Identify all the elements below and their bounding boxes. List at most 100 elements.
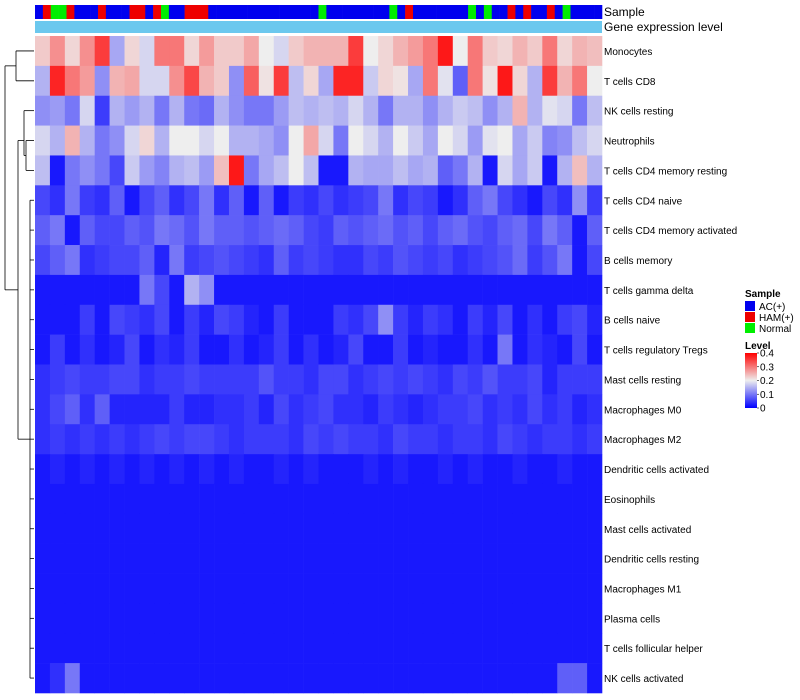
heatmap-cell: [288, 185, 304, 216]
heatmap-cell: [512, 454, 528, 485]
heatmap-cell: [214, 304, 230, 335]
heatmap-cell: [199, 573, 215, 604]
heatmap-cell: [452, 424, 469, 455]
heatmap-cell: [124, 454, 140, 485]
heatmap-cell: [557, 483, 573, 515]
heatmap-cell: [184, 364, 200, 395]
heatmap-cell: [512, 364, 528, 395]
heatmap-cell: [273, 215, 289, 246]
sample-annotation-cell: [113, 5, 122, 19]
heatmap-cell: [154, 633, 170, 664]
row-label: Macrophages M0: [604, 405, 682, 416]
sample-annotation-cell: [468, 5, 477, 19]
heatmap-cell: [228, 603, 245, 634]
heatmap-cell: [587, 633, 603, 664]
heatmap-cell: [303, 36, 319, 67]
heatmap-cell: [557, 95, 573, 126]
heatmap-cell: [422, 185, 439, 216]
heatmap-cell: [258, 36, 275, 67]
heatmap-cell: [422, 394, 439, 425]
heatmap-cell: [378, 155, 394, 186]
heatmap-cell: [303, 215, 319, 246]
heatmap-cell: [258, 573, 275, 604]
heatmap-cell: [109, 215, 125, 246]
sample-annotation-cell: [294, 5, 304, 19]
heatmap-cell: [572, 245, 588, 276]
heatmap-cell: [527, 483, 543, 515]
heatmap-cell: [333, 274, 349, 306]
heatmap-cell: [124, 215, 140, 246]
heatmap-cell: [572, 663, 588, 694]
heatmap-cell: [35, 36, 51, 67]
sample-annotation-cell: [562, 5, 571, 19]
heatmap-cell: [363, 304, 379, 335]
heatmap-cell: [79, 513, 95, 544]
heatmap-cell: [49, 245, 66, 276]
heatmap-cell: [154, 454, 170, 485]
heatmap-cell: [64, 424, 81, 455]
heatmap-cell: [557, 334, 573, 365]
heatmap-cell: [452, 215, 469, 246]
heatmap-cell: [303, 603, 319, 634]
heatmap-cell: [482, 603, 498, 634]
heatmap-cell: [303, 125, 319, 156]
heatmap-cell: [437, 513, 454, 544]
heatmap-cell: [228, 573, 245, 604]
heatmap-cell: [542, 36, 558, 67]
heatmap-cell: [527, 364, 543, 395]
heatmap-cell: [139, 155, 155, 186]
heatmap-cell: [348, 36, 364, 67]
heatmap-cell: [527, 185, 543, 216]
heatmap-cell: [542, 95, 558, 126]
heatmap-cell: [184, 245, 200, 276]
heatmap-cell: [497, 424, 513, 455]
heatmap-cell: [587, 603, 603, 634]
heatmap-cell: [94, 125, 110, 156]
heatmap-cell: [214, 95, 230, 126]
heatmap-cell: [437, 185, 454, 216]
heatmap-cell: [124, 573, 140, 604]
heatmap-cell: [467, 364, 483, 395]
sample-annotation-cell: [176, 5, 185, 19]
heatmap-cell: [169, 274, 185, 306]
heatmap-cell: [288, 454, 304, 485]
heatmap-cell: [393, 274, 409, 306]
heatmap-cell: [497, 543, 513, 574]
heatmap-cell: [169, 483, 185, 515]
heatmap-cell: [169, 603, 185, 634]
heatmap-cell: [557, 215, 573, 246]
heatmap-cell: [79, 543, 95, 574]
heatmap-cell: [49, 155, 66, 186]
heatmap-cell: [214, 65, 230, 97]
legend-level-colorbar: [745, 353, 757, 408]
heatmap-cell: [512, 394, 528, 425]
heatmap-cell: [243, 543, 260, 574]
heatmap-cell: [378, 304, 394, 335]
heatmap-cell: [452, 364, 469, 395]
heatmap-cell: [422, 304, 439, 335]
heatmap-cell: [393, 155, 409, 186]
heatmap-cell: [378, 215, 394, 246]
heatmap-cell: [557, 663, 573, 694]
heatmap-cell: [64, 454, 81, 485]
heatmap-cell: [512, 65, 528, 97]
heatmap-cell: [587, 543, 603, 574]
heatmap-cell: [109, 155, 125, 186]
heatmap-cell: [467, 603, 483, 634]
sample-annotation-cell: [82, 5, 91, 19]
heatmap-cell: [64, 603, 81, 634]
heatmap-cell: [437, 125, 454, 156]
heatmap-cell: [497, 215, 513, 246]
heatmap-cell: [393, 36, 409, 67]
heatmap-cell: [124, 364, 140, 395]
heatmap-cell: [273, 65, 289, 97]
heatmap-cell: [243, 364, 260, 395]
heatmap-cell: [273, 155, 289, 186]
heatmap-cell: [258, 215, 275, 246]
heatmap-cell: [199, 155, 215, 186]
heatmap-cell: [35, 304, 51, 335]
heatmap-cell: [348, 394, 364, 425]
heatmap-cell: [408, 663, 424, 694]
row-label: NK cells resting: [604, 107, 673, 118]
heatmap-cell: [542, 274, 558, 306]
